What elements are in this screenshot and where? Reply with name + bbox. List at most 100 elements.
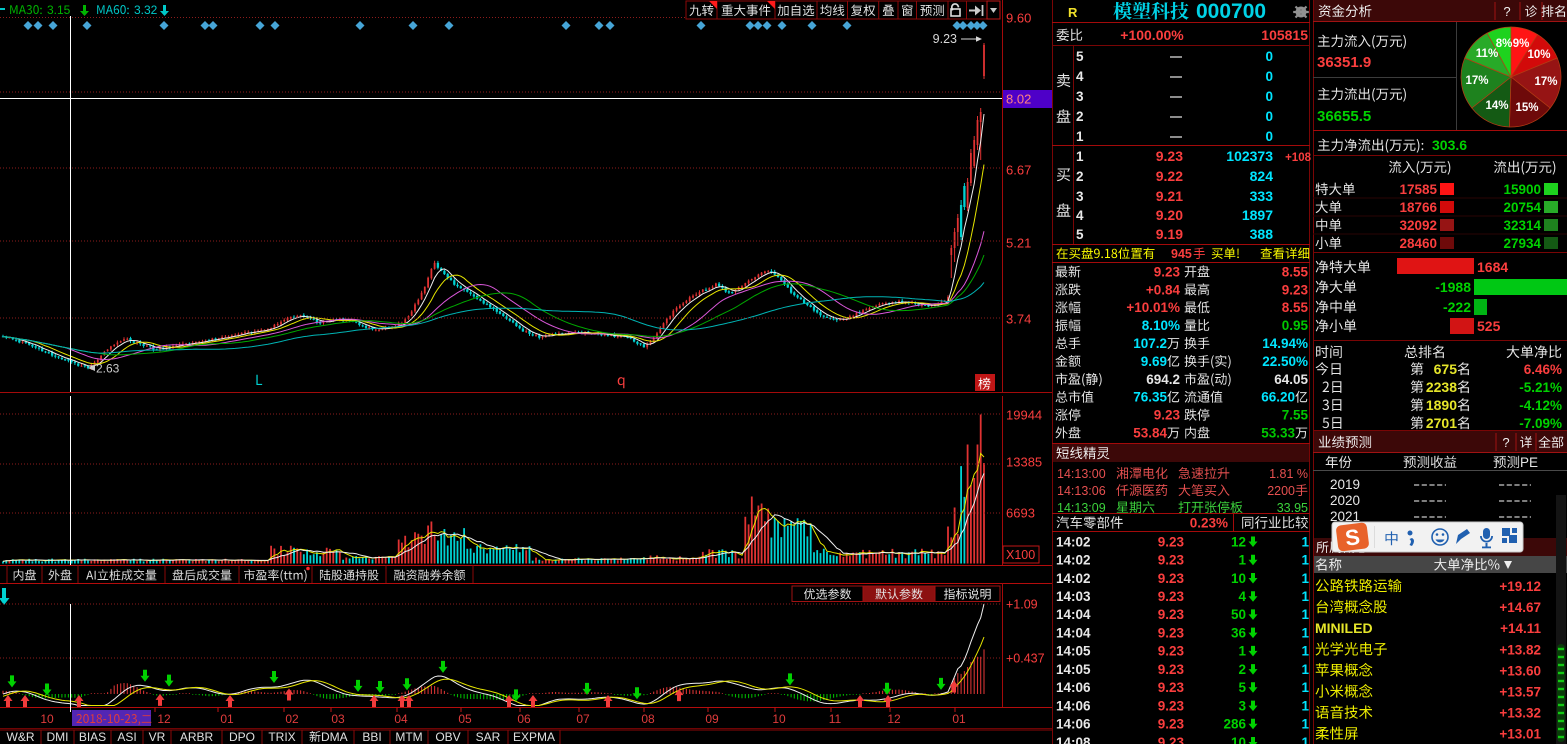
svg-text:286: 286 — [1223, 717, 1246, 732]
svg-text:01: 01 — [952, 712, 966, 726]
svg-text:102373: 102373 — [1226, 148, 1273, 164]
svg-text:17%: 17% — [1465, 75, 1488, 87]
svg-text:9.23: 9.23 — [1158, 553, 1185, 568]
svg-text:ASI: ASI — [117, 730, 136, 744]
svg-text:4: 4 — [1238, 589, 1246, 604]
svg-text:+108: +108 — [1285, 152, 1312, 164]
svg-text:2238: 2238 — [1426, 379, 1457, 395]
svg-text:+19.12: +19.12 — [1499, 579, 1541, 594]
svg-text:7.55: 7.55 — [1282, 408, 1309, 423]
svg-text:14:04: 14:04 — [1056, 625, 1091, 640]
svg-text:66.20: 66.20 — [1261, 390, 1295, 405]
svg-text:105815: 105815 — [1261, 27, 1308, 43]
svg-text:07: 07 — [576, 712, 590, 726]
svg-text:TRIX: TRIX — [268, 730, 295, 744]
svg-text:SAR: SAR — [476, 730, 501, 744]
svg-text:303.6: 303.6 — [1432, 137, 1467, 153]
svg-text:5: 5 — [1076, 227, 1084, 242]
svg-text:1: 1 — [1076, 129, 1084, 144]
svg-text:107.2: 107.2 — [1133, 336, 1167, 351]
svg-text:+10.01%: +10.01% — [1126, 300, 1180, 315]
svg-text:2021: 2021 — [1330, 509, 1360, 524]
svg-text:DMI: DMI — [47, 730, 69, 744]
svg-text:+13.32: +13.32 — [1499, 706, 1541, 721]
svg-text:6693: 6693 — [1006, 506, 1035, 521]
svg-text:9.69: 9.69 — [1141, 354, 1167, 369]
svg-text:17%: 17% — [1534, 76, 1557, 88]
svg-text:0.23%: 0.23% — [1190, 516, 1228, 531]
svg-text:04: 04 — [394, 712, 408, 726]
svg-text:6.46%: 6.46% — [1524, 362, 1562, 377]
svg-text:+100.00%: +100.00% — [1120, 27, 1184, 43]
svg-text:10: 10 — [1231, 571, 1246, 586]
svg-text:1: 1 — [1301, 717, 1309, 732]
svg-text:27934: 27934 — [1503, 236, 1541, 251]
svg-text:+1.09: +1.09 — [1006, 598, 1038, 612]
svg-text:3: 3 — [1076, 189, 1084, 204]
svg-text:MINILED: MINILED — [1315, 620, 1373, 636]
svg-text:-222: -222 — [1443, 299, 1471, 315]
svg-text:10: 10 — [1231, 735, 1246, 744]
svg-text:MTM: MTM — [395, 730, 422, 744]
svg-text:?: ? — [1503, 4, 1510, 19]
svg-text:DPO: DPO — [229, 730, 255, 744]
svg-text:9.23: 9.23 — [1156, 148, 1183, 164]
svg-text:14:02: 14:02 — [1056, 553, 1091, 568]
svg-text:14:13:09: 14:13:09 — [1057, 501, 1106, 515]
svg-text:14:02: 14:02 — [1056, 534, 1091, 549]
svg-text:+14.67: +14.67 — [1499, 600, 1541, 615]
svg-text:9.23: 9.23 — [1158, 680, 1185, 695]
svg-text:03: 03 — [331, 712, 345, 726]
svg-text:2200: 2200 — [1267, 484, 1295, 498]
svg-text:PE: PE — [1520, 455, 1538, 470]
svg-text:4: 4 — [1076, 69, 1084, 84]
svg-text:694.2: 694.2 — [1146, 372, 1180, 387]
svg-text:BIAS: BIAS — [79, 730, 106, 744]
svg-text:9.23: 9.23 — [1158, 662, 1185, 677]
svg-text:?: ? — [1502, 435, 1509, 450]
svg-text:-1988: -1988 — [1435, 279, 1471, 295]
svg-text:2019: 2019 — [1330, 477, 1360, 492]
svg-text:2701: 2701 — [1426, 415, 1457, 431]
svg-text:1: 1 — [1076, 149, 1084, 164]
svg-text:33.95: 33.95 — [1277, 501, 1308, 515]
svg-text:S: S — [1344, 524, 1362, 551]
svg-text:+13.57: +13.57 — [1499, 685, 1541, 700]
svg-text:1: 1 — [1238, 644, 1246, 659]
svg-text:+13.01: +13.01 — [1499, 727, 1541, 742]
svg-text:388: 388 — [1250, 226, 1274, 242]
svg-text:02: 02 — [285, 712, 299, 726]
svg-text:9.23: 9.23 — [1158, 698, 1185, 713]
svg-text:14:13:00: 14:13:00 — [1057, 467, 1106, 481]
svg-text:+13.60: +13.60 — [1499, 663, 1541, 678]
svg-text:ARBR: ARBR — [180, 730, 214, 744]
svg-text:1: 1 — [1301, 534, 1309, 549]
svg-text:14:03: 14:03 — [1056, 589, 1091, 604]
svg-text:11%: 11% — [1476, 48, 1498, 60]
svg-text:14:06: 14:06 — [1056, 698, 1091, 713]
svg-text:EXPMA: EXPMA — [513, 730, 555, 744]
svg-text:1: 1 — [1238, 553, 1246, 568]
svg-text:525: 525 — [1477, 318, 1501, 334]
svg-text:333: 333 — [1250, 188, 1274, 204]
svg-text:17585: 17585 — [1399, 182, 1437, 197]
svg-text:13385: 13385 — [1006, 455, 1042, 470]
svg-text:0.95: 0.95 — [1282, 318, 1309, 333]
svg-text:14.94%: 14.94% — [1262, 336, 1308, 351]
svg-text:000700: 000700 — [1196, 0, 1266, 23]
svg-text:2.63: 2.63 — [96, 362, 120, 376]
svg-text:0: 0 — [1265, 49, 1273, 64]
svg-text:01: 01 — [220, 712, 234, 726]
svg-text:0: 0 — [1265, 69, 1273, 84]
svg-text:9.23: 9.23 — [1154, 408, 1181, 423]
svg-text:2: 2 — [1076, 109, 1084, 124]
svg-text:9.23: 9.23 — [933, 32, 957, 46]
svg-text:1890: 1890 — [1426, 397, 1457, 413]
svg-text:1: 1 — [1301, 698, 1309, 713]
svg-text:R: R — [1068, 5, 1078, 20]
svg-text:1897: 1897 — [1242, 207, 1273, 223]
svg-text:14:04: 14:04 — [1056, 607, 1091, 622]
svg-text:1.81 %: 1.81 % — [1269, 467, 1308, 481]
svg-text:14:06: 14:06 — [1056, 680, 1091, 695]
svg-text:14:02: 14:02 — [1056, 571, 1091, 586]
